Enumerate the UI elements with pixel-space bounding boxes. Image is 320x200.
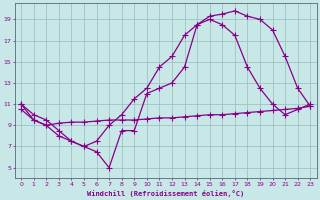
X-axis label: Windchill (Refroidissement éolien,°C): Windchill (Refroidissement éolien,°C) xyxy=(87,190,244,197)
